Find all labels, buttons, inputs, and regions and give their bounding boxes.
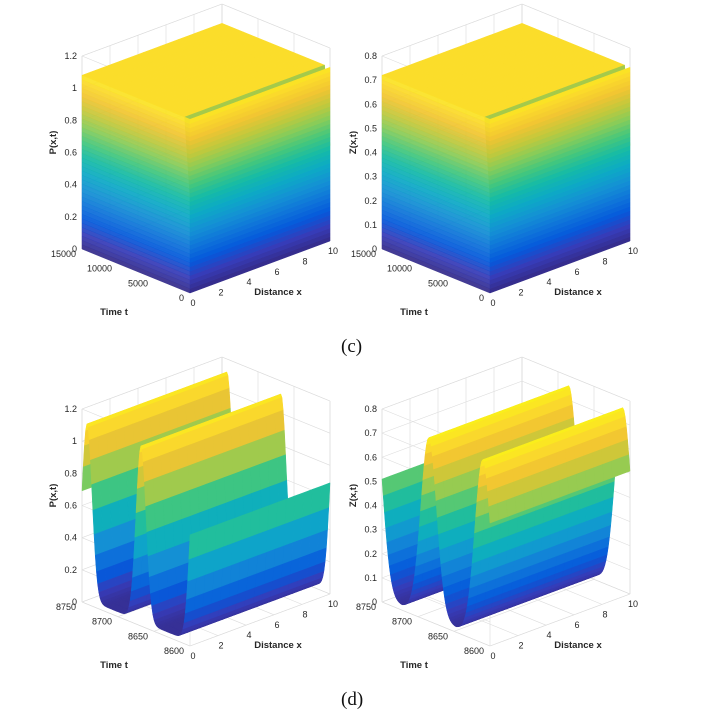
z-osc-y-tick: 8750 — [356, 602, 376, 612]
p-steady-y-label: Time t — [100, 307, 129, 318]
z-osc-z-tick: 0 — [372, 597, 377, 607]
p-steady-z-tick: 1 — [72, 83, 77, 93]
p-osc-z-tick: 1.2 — [64, 404, 77, 414]
p-steady-x-tick: 0 — [190, 298, 195, 308]
p-steady-z-tick: 0.4 — [64, 180, 77, 190]
z-osc-z-label: Z(x,t) — [348, 484, 359, 507]
z-steady-z-tick: 0.2 — [364, 196, 377, 206]
p-steady-y-tick: 15000 — [51, 249, 76, 259]
z-steady-z-tick: 0.4 — [364, 148, 377, 158]
p-steady-z-tick: 0 — [72, 244, 77, 254]
z-steady-x-label: Distance x — [554, 287, 602, 298]
z-osc-x-tick: 10 — [628, 599, 638, 609]
p-steady-x-tick: 2 — [218, 288, 223, 298]
p-osc-z-tick: 0 — [72, 597, 77, 607]
p-steady-x-tick: 8 — [302, 256, 307, 266]
p-steady-z-tick: 0.6 — [64, 148, 77, 158]
z-steady-z-tick: 0.6 — [364, 99, 377, 109]
surface-plot-z-oscillating: 0 0.1 0.2 0.3 0.4 0.5 0.6 0.7 0.8 0 2 4 6 8 10 8600 8650… — [348, 356, 638, 671]
z-osc-z-tick: 0.1 — [364, 573, 377, 583]
z-osc-x-label: Distance x — [554, 640, 602, 651]
z-osc-y-tick: 8700 — [392, 617, 412, 627]
z-osc-x-tick: 2 — [518, 641, 523, 651]
caption-c: (c) — [341, 336, 363, 357]
z-steady-z-tick: 0.8 — [364, 51, 377, 61]
z-steady-z-tick: 0.5 — [364, 123, 377, 133]
z-osc-y-tick: 8600 — [464, 646, 484, 656]
z-osc-x-tick: 6 — [574, 620, 579, 630]
p-steady-z-tick: 0.2 — [64, 212, 77, 222]
p-steady-x-tick: 10 — [328, 246, 338, 256]
z-steady-x-tick: 2 — [518, 288, 523, 298]
z-osc-surface — [381, 385, 631, 628]
z-osc-z-tick: 0.2 — [364, 549, 377, 559]
z-osc-z-tick: 0.8 — [364, 404, 377, 414]
z-steady-x-tick: 8 — [602, 256, 607, 266]
p-osc-z-tick: 1 — [72, 436, 77, 446]
p-steady-z-tick: 1.2 — [64, 51, 77, 61]
p-steady-x-tick: 4 — [246, 277, 251, 287]
z-steady-z-label: Z(x,t) — [348, 131, 359, 154]
p-osc-x-tick: 0 — [190, 651, 195, 661]
z-steady-y-label: Time t — [400, 307, 429, 318]
p-osc-x-tick: 4 — [246, 630, 251, 640]
z-osc-x-tick: 4 — [546, 630, 551, 640]
p-steady-front-face — [81, 66, 331, 294]
z-osc-z-tick: 0.3 — [364, 525, 377, 535]
z-steady-x-tick: 4 — [546, 277, 551, 287]
z-osc-x-tick: 0 — [490, 651, 495, 661]
p-steady-z-label: P(x,t) — [48, 131, 59, 155]
z-steady-y-tick: 15000 — [351, 249, 376, 259]
z-osc-z-tick: 0.6 — [364, 452, 377, 462]
z-steady-y-tick: 10000 — [387, 264, 412, 274]
z-steady-x-tick: 0 — [490, 298, 495, 308]
p-osc-x-label: Distance x — [254, 640, 302, 651]
z-steady-z-tick: 0.1 — [364, 220, 377, 230]
surface-plot-p-steady: 0 0.2 0.4 0.6 0.8 1 1.2 0 2 4 6 8 10 0 5000 10000 15000 P… — [48, 3, 338, 318]
p-osc-y-tick: 8650 — [128, 631, 148, 641]
surface-plot-z-steady: 0 0.1 0.2 0.3 0.4 0.5 0.6 0.7 0.8 0 2 4 6 8 10 0 5000 100… — [348, 3, 638, 318]
p-steady-z-tick: 0.8 — [64, 115, 77, 125]
caption-d: (d) — [341, 689, 364, 710]
z-steady-z-tick: 0 — [372, 244, 377, 254]
z-osc-x-tick: 8 — [602, 609, 607, 619]
p-steady-y-tick: 0 — [179, 293, 184, 303]
z-osc-z-tick: 0.4 — [364, 501, 377, 511]
surface-plot-p-oscillating: 0 0.2 0.4 0.6 0.8 1 1.2 0 2 4 6 8 10 8600 8650 8700 8750… — [48, 356, 338, 671]
p-osc-x-tick: 6 — [274, 620, 279, 630]
z-osc-y-label: Time t — [400, 660, 429, 671]
p-osc-z-tick: 0.8 — [64, 468, 77, 478]
z-steady-y-tick: 0 — [479, 293, 484, 303]
p-steady-x-tick: 6 — [274, 267, 279, 277]
p-osc-x-tick: 10 — [328, 599, 338, 609]
p-osc-y-tick: 8600 — [164, 646, 184, 656]
z-steady-z-tick: 0.3 — [364, 172, 377, 182]
p-osc-z-tick: 0.2 — [64, 565, 77, 575]
p-osc-z-tick: 0.4 — [64, 533, 77, 543]
z-osc-z-tick: 0.7 — [364, 428, 377, 438]
p-osc-y-label: Time t — [100, 660, 129, 671]
p-osc-x-tick: 8 — [302, 609, 307, 619]
z-osc-z-tick: 0.5 — [364, 476, 377, 486]
z-steady-x-tick: 10 — [628, 246, 638, 256]
p-steady-y-tick: 5000 — [128, 278, 148, 288]
p-osc-x-tick: 2 — [218, 641, 223, 651]
z-steady-y-tick: 5000 — [428, 278, 448, 288]
z-steady-x-tick: 6 — [574, 267, 579, 277]
z-osc-y-tick: 8650 — [428, 631, 448, 641]
p-osc-z-tick: 0.6 — [64, 501, 77, 511]
p-steady-y-tick: 10000 — [87, 264, 112, 274]
p-osc-z-label: P(x,t) — [48, 484, 59, 508]
z-steady-front-face — [381, 66, 631, 294]
p-osc-surface — [81, 371, 331, 636]
z-steady-z-tick: 0.7 — [364, 75, 377, 85]
p-osc-y-tick: 8750 — [56, 602, 76, 612]
p-osc-y-tick: 8700 — [92, 617, 112, 627]
p-steady-x-label: Distance x — [254, 287, 302, 298]
